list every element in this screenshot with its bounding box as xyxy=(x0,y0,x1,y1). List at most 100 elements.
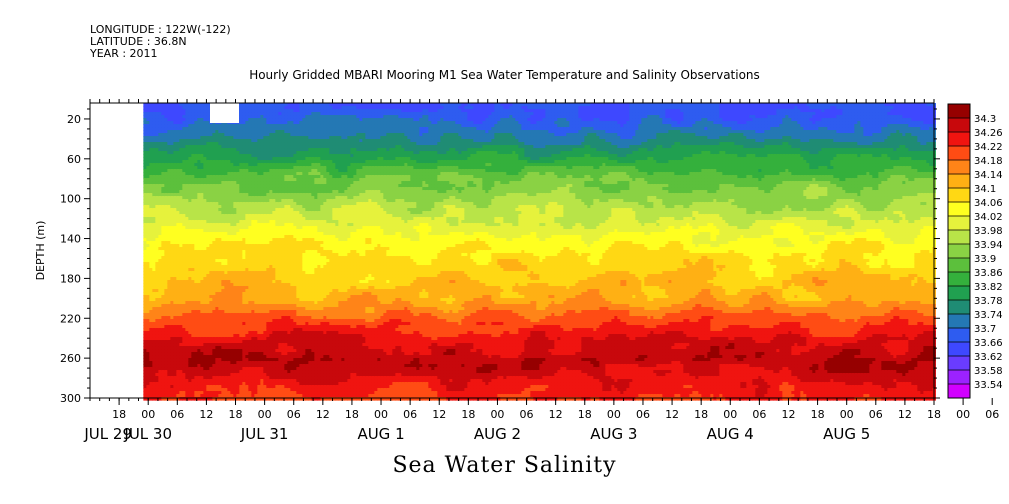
salinity-cell xyxy=(221,382,225,386)
salinity-cell xyxy=(155,379,159,383)
salinity-cell xyxy=(167,160,171,164)
salinity-cell xyxy=(146,271,150,275)
salinity-cell xyxy=(218,151,222,155)
salinity-cell xyxy=(182,214,186,218)
salinity-cell xyxy=(155,304,159,308)
salinity-cell xyxy=(197,244,201,248)
salinity-cell xyxy=(203,145,207,149)
salinity-cell xyxy=(191,382,195,386)
salinity-cell xyxy=(182,166,186,170)
salinity-cell xyxy=(149,124,153,128)
salinity-cell xyxy=(182,130,186,134)
salinity-cell xyxy=(215,298,219,302)
salinity-cell xyxy=(215,151,219,155)
salinity-cell xyxy=(176,127,180,131)
salinity-cell xyxy=(191,181,195,185)
salinity-cell xyxy=(176,295,180,299)
salinity-cell xyxy=(173,364,177,368)
salinity-cell xyxy=(170,271,174,275)
salinity-cell xyxy=(200,196,204,200)
salinity-cell xyxy=(191,172,195,176)
salinity-cell xyxy=(185,163,189,167)
salinity-cell xyxy=(161,274,165,278)
salinity-cell xyxy=(155,244,159,248)
salinity-cell xyxy=(149,328,153,332)
salinity-cell xyxy=(212,352,216,356)
salinity-cell xyxy=(179,346,183,350)
salinity-cell xyxy=(170,172,174,176)
salinity-cell xyxy=(188,229,192,233)
salinity-cell xyxy=(194,343,198,347)
salinity-cell xyxy=(215,136,219,140)
salinity-cell xyxy=(158,364,162,368)
salinity-cell xyxy=(215,394,219,398)
salinity-cell xyxy=(149,358,153,362)
salinity-cell xyxy=(152,316,156,320)
salinity-cell xyxy=(155,370,159,374)
salinity-cell xyxy=(167,154,171,158)
salinity-cell xyxy=(167,157,171,161)
salinity-cell xyxy=(179,133,183,137)
salinity-cell xyxy=(221,190,225,194)
salinity-cell xyxy=(200,352,204,356)
salinity-cell xyxy=(146,238,150,242)
salinity-cell xyxy=(149,340,153,344)
salinity-cell xyxy=(155,283,159,287)
salinity-cell xyxy=(152,289,156,293)
salinity-cell xyxy=(161,184,165,188)
salinity-cell xyxy=(182,184,186,188)
salinity-cell xyxy=(167,349,171,353)
salinity-cell xyxy=(152,385,156,389)
salinity-cell xyxy=(146,268,150,272)
salinity-cell xyxy=(146,253,150,257)
salinity-cell xyxy=(173,136,177,140)
salinity-cell xyxy=(146,346,150,350)
salinity-cell xyxy=(188,145,192,149)
salinity-cell xyxy=(167,238,171,242)
salinity-cell xyxy=(167,280,171,284)
salinity-cell xyxy=(176,379,180,383)
salinity-cell xyxy=(197,130,201,134)
salinity-cell xyxy=(197,217,201,221)
salinity-cell xyxy=(221,145,225,149)
salinity-cell xyxy=(173,280,177,284)
salinity-cell xyxy=(209,139,213,143)
salinity-cell xyxy=(158,142,162,146)
salinity-cell xyxy=(143,379,147,383)
salinity-cell xyxy=(164,127,168,131)
salinity-cell xyxy=(149,289,153,293)
salinity-cell xyxy=(212,238,216,242)
salinity-cell xyxy=(218,226,222,230)
salinity-cell xyxy=(158,328,162,332)
salinity-cell xyxy=(212,265,216,269)
salinity-cell xyxy=(221,133,225,137)
salinity-cell xyxy=(188,289,192,293)
salinity-cell xyxy=(197,355,201,359)
salinity-cell xyxy=(206,295,210,299)
salinity-cell xyxy=(188,334,192,338)
salinity-cell xyxy=(158,373,162,377)
salinity-cell xyxy=(161,154,165,158)
salinity-cell xyxy=(188,184,192,188)
salinity-cell xyxy=(209,190,213,194)
salinity-cell xyxy=(182,238,186,242)
salinity-cell xyxy=(152,349,156,353)
salinity-cell xyxy=(149,151,153,155)
salinity-cell xyxy=(212,208,216,212)
salinity-cell xyxy=(209,346,213,350)
salinity-cell xyxy=(188,241,192,245)
salinity-cell xyxy=(197,139,201,143)
salinity-cell xyxy=(200,247,204,251)
salinity-cell xyxy=(152,313,156,317)
salinity-cell xyxy=(215,223,219,227)
salinity-cell xyxy=(149,343,153,347)
salinity-cell xyxy=(179,151,183,155)
salinity-cell xyxy=(218,337,222,341)
salinity-cell xyxy=(206,235,210,239)
salinity-cell xyxy=(188,172,192,176)
salinity-cell xyxy=(200,160,204,164)
salinity-cell xyxy=(161,106,165,110)
salinity-cell xyxy=(179,250,183,254)
salinity-cell xyxy=(197,358,201,362)
salinity-cell xyxy=(170,115,174,119)
